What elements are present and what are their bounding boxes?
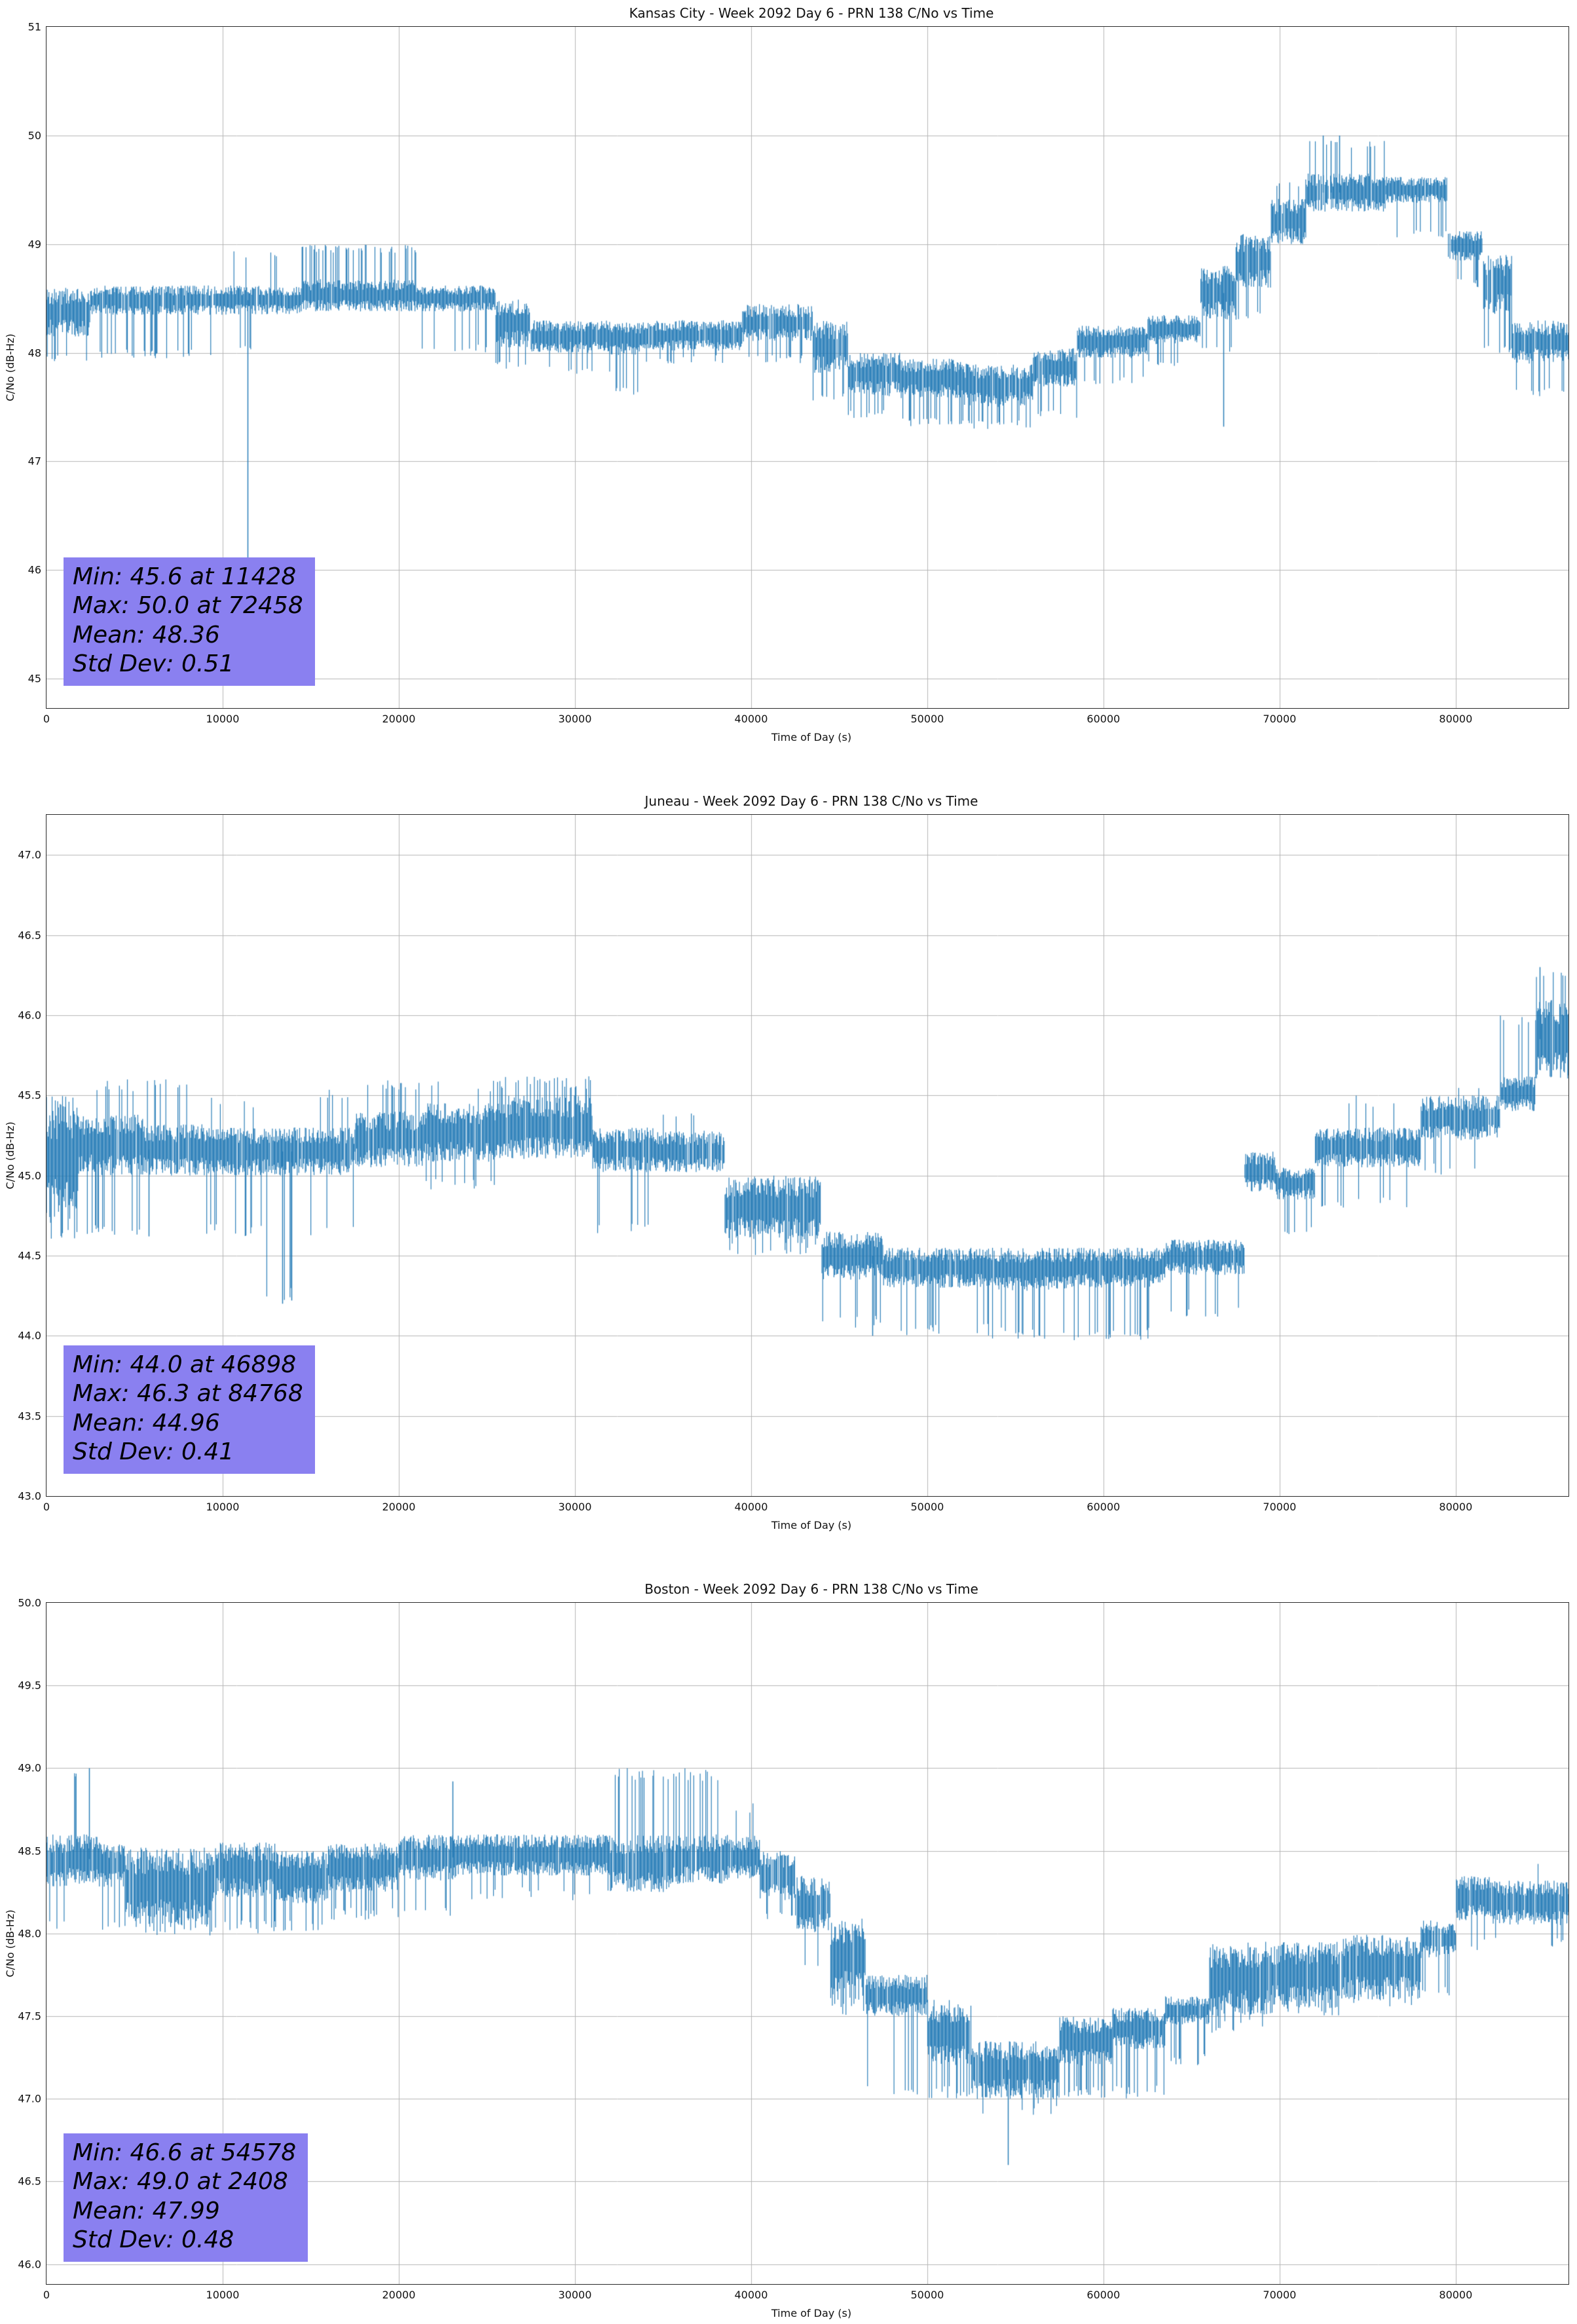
y-tick-label: 47.0 bbox=[18, 848, 41, 861]
y-axis-gutter: C/No (dB-Hz) bbox=[0, 26, 46, 709]
y-tick-label: 49.0 bbox=[18, 1761, 41, 1774]
x-tick-label: 80000 bbox=[1439, 713, 1473, 725]
y-tick-label: 50.0 bbox=[18, 1596, 41, 1609]
y-tick-label: 49.5 bbox=[18, 1679, 41, 1692]
x-tick-label: 0 bbox=[43, 2289, 50, 2301]
y-axis-gutter: C/No (dB-Hz) bbox=[0, 814, 46, 1497]
y-tick-label: 45 bbox=[28, 672, 41, 685]
stats-box: Min: 44.0 at 46898 Max: 46.3 at 84768 Me… bbox=[64, 1345, 315, 1474]
stat-mean: Mean: 47.99 bbox=[73, 2197, 220, 2224]
chart-row: C/No (dB-Hz) Min: 45.6 at 11428 Max: 50.… bbox=[0, 21, 1577, 725]
y-tick-label: 44.0 bbox=[18, 1329, 41, 1342]
x-tick-label: 80000 bbox=[1439, 1501, 1473, 1513]
x-tick-label: 70000 bbox=[1263, 2289, 1297, 2301]
stat-mean: Mean: 44.96 bbox=[73, 1409, 220, 1436]
chart-title: Kansas City - Week 2092 Day 6 - PRN 138 … bbox=[629, 5, 994, 21]
x-tick-label: 0 bbox=[43, 1501, 50, 1513]
stat-max: Max: 46.3 at 84768 bbox=[73, 1380, 303, 1408]
stats-box: Min: 46.6 at 54578 Max: 49.0 at 2408 Mea… bbox=[64, 2133, 308, 2262]
y-tick-label: 46.0 bbox=[18, 2258, 41, 2271]
stat-max: Max: 49.0 at 2408 bbox=[73, 2168, 288, 2196]
y-tick-label: 46.5 bbox=[18, 929, 41, 942]
x-axis-label: Time of Day (s) bbox=[771, 731, 852, 743]
stat-stddev: Std Dev: 0.41 bbox=[73, 1438, 234, 1466]
stat-min: Min: 46.6 at 54578 bbox=[73, 2139, 297, 2166]
plot-area: Min: 46.6 at 54578 Max: 49.0 at 2408 Mea… bbox=[18, 1597, 1569, 2301]
y-tick-label: 48 bbox=[28, 347, 41, 360]
x-tick-label: 10000 bbox=[206, 1501, 240, 1513]
y-tick-label: 47.0 bbox=[18, 2092, 41, 2105]
plot-area: Min: 44.0 at 46898 Max: 46.3 at 84768 Me… bbox=[18, 814, 1569, 1513]
x-tick-label: 70000 bbox=[1263, 713, 1297, 725]
y-tick-label: 47.5 bbox=[18, 2010, 41, 2023]
y-tick-label: 43.0 bbox=[18, 1490, 41, 1503]
y-tick-label: 45.0 bbox=[18, 1169, 41, 1182]
x-tick-label: 10000 bbox=[206, 2289, 240, 2301]
x-tick-label: 30000 bbox=[558, 713, 592, 725]
y-tick-label: 45.5 bbox=[18, 1089, 41, 1102]
y-tick-label: 48.0 bbox=[18, 1927, 41, 1940]
x-tick-label: 70000 bbox=[1263, 1501, 1297, 1513]
chart-title: Juneau - Week 2092 Day 6 - PRN 138 C/No … bbox=[644, 793, 978, 809]
y-axis-label: C/No (dB-Hz) bbox=[4, 1909, 16, 1977]
x-tick-label: 30000 bbox=[558, 2289, 592, 2301]
stat-max: Max: 50.0 at 72458 bbox=[73, 592, 303, 620]
x-axis-label: Time of Day (s) bbox=[771, 1519, 852, 1531]
x-tick-label: 60000 bbox=[1086, 2289, 1121, 2301]
stat-stddev: Std Dev: 0.51 bbox=[73, 650, 234, 678]
y-tick-label: 51 bbox=[28, 20, 41, 33]
x-tick-label: 20000 bbox=[382, 2289, 416, 2301]
x-tick-label: 50000 bbox=[910, 713, 944, 725]
plot-area: Min: 45.6 at 11428 Max: 50.0 at 72458 Me… bbox=[28, 21, 1569, 725]
y-tick-label: 46.5 bbox=[18, 2175, 41, 2188]
x-tick-label: 10000 bbox=[206, 713, 240, 725]
y-tick-label: 47 bbox=[28, 455, 41, 468]
x-tick-label: 30000 bbox=[558, 1501, 592, 1513]
stat-min: Min: 45.6 at 11428 bbox=[73, 563, 297, 590]
y-axis-label: C/No (dB-Hz) bbox=[4, 333, 16, 402]
stat-mean: Mean: 48.36 bbox=[73, 621, 220, 648]
y-tick-label: 44.5 bbox=[18, 1249, 41, 1262]
y-tick-label: 46 bbox=[28, 563, 41, 576]
x-axis-label: Time of Day (s) bbox=[771, 2307, 852, 2319]
y-tick-label: 50 bbox=[28, 129, 41, 142]
x-tick-label: 0 bbox=[43, 713, 50, 725]
x-tick-label: 60000 bbox=[1086, 713, 1121, 725]
x-tick-label: 40000 bbox=[734, 2289, 768, 2301]
figure-kansas-city: Kansas City - Week 2092 Day 6 - PRN 138 … bbox=[0, 5, 1577, 743]
x-tick-label: 50000 bbox=[910, 2289, 944, 2301]
figure-juneau: Juneau - Week 2092 Day 6 - PRN 138 C/No … bbox=[0, 793, 1577, 1531]
chart-row: C/No (dB-Hz) Min: 44.0 at 46898 Max: 46.… bbox=[0, 814, 1577, 1513]
figure-boston: Boston - Week 2092 Day 6 - PRN 138 C/No … bbox=[0, 1581, 1577, 2319]
x-tick-label: 50000 bbox=[910, 1501, 944, 1513]
x-tick-label: 40000 bbox=[734, 1501, 768, 1513]
x-tick-label: 20000 bbox=[382, 713, 416, 725]
x-tick-label: 40000 bbox=[734, 713, 768, 725]
chart-title: Boston - Week 2092 Day 6 - PRN 138 C/No … bbox=[644, 1581, 978, 1597]
stat-min: Min: 44.0 at 46898 bbox=[73, 1351, 297, 1378]
x-tick-label: 60000 bbox=[1086, 1501, 1121, 1513]
x-tick-label: 20000 bbox=[382, 1501, 416, 1513]
stat-stddev: Std Dev: 0.48 bbox=[73, 2226, 234, 2254]
y-tick-label: 48.5 bbox=[18, 1845, 41, 1858]
y-tick-label: 43.5 bbox=[18, 1410, 41, 1423]
chart-row: C/No (dB-Hz) Min: 46.6 at 54578 Max: 49.… bbox=[0, 1597, 1577, 2301]
x-tick-label: 80000 bbox=[1439, 2289, 1473, 2301]
y-tick-label: 46.0 bbox=[18, 1009, 41, 1022]
y-tick-label: 49 bbox=[28, 238, 41, 251]
stats-box: Min: 45.6 at 11428 Max: 50.0 at 72458 Me… bbox=[64, 557, 315, 686]
